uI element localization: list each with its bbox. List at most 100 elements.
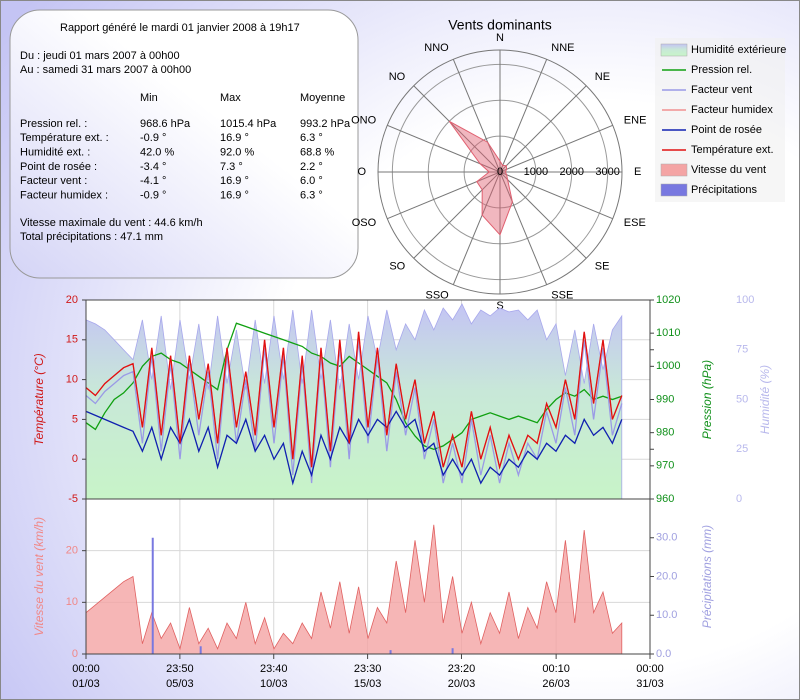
rose-spoke bbox=[499, 171, 613, 220]
x-tick-label: 00:00 bbox=[72, 663, 100, 675]
precipitation-bar bbox=[151, 537, 154, 654]
rose-spoke bbox=[413, 171, 501, 259]
row-value: -4.1 ° bbox=[140, 175, 166, 187]
row-value: 993.2 hPa bbox=[300, 118, 351, 130]
tick-label: 0 bbox=[72, 453, 78, 465]
precipitation-bar bbox=[199, 646, 202, 654]
rose-spoke bbox=[499, 85, 587, 173]
row-value: 16.9 ° bbox=[220, 132, 249, 144]
rose-spoke bbox=[452, 59, 501, 173]
row-value: 6.3 ° bbox=[300, 132, 323, 144]
direction-label: N bbox=[496, 32, 504, 44]
tick-label: 1010 bbox=[656, 327, 680, 339]
axis-title: Précipitations (mm) bbox=[700, 525, 714, 628]
x-tick-date: 10/03 bbox=[260, 678, 288, 690]
total-rain: Total précipitations : 47.1 mm bbox=[20, 231, 163, 243]
tick-label: 10 bbox=[66, 596, 78, 608]
row-value: 6.0 ° bbox=[300, 175, 323, 187]
tick-label: 30.0 bbox=[656, 532, 677, 544]
rose-polygon bbox=[448, 120, 513, 236]
tick-label: 20 bbox=[66, 294, 78, 306]
row-label: Humidité ext. : bbox=[20, 147, 90, 159]
x-tick-label: 00:10 bbox=[542, 663, 570, 675]
legend-label: Humidité extérieure bbox=[691, 44, 786, 56]
tick-label: 25 bbox=[736, 443, 748, 455]
direction-label: SE bbox=[595, 261, 610, 273]
legend-box bbox=[655, 38, 785, 202]
row-value: -3.4 ° bbox=[140, 161, 166, 173]
x-tick-label: 23:30 bbox=[354, 663, 382, 675]
direction-label: SSO bbox=[425, 290, 449, 302]
row-label: Température ext. : bbox=[20, 132, 109, 144]
direction-label: NO bbox=[389, 71, 406, 83]
direction-label: SO bbox=[389, 261, 405, 273]
x-tick-label: 00:00 bbox=[636, 663, 664, 675]
row-value: 968.6 hPa bbox=[140, 118, 191, 130]
tick-label: 75 bbox=[736, 344, 748, 356]
legend-swatch bbox=[660, 43, 688, 57]
tick-label: 20 bbox=[66, 545, 78, 557]
x-tick-label: 23:20 bbox=[448, 663, 476, 675]
x-tick-label: 23:40 bbox=[260, 663, 288, 675]
tick-label: 0.0 bbox=[656, 648, 671, 660]
x-tick-date: 05/03 bbox=[166, 678, 194, 690]
x-tick-date: 15/03 bbox=[354, 678, 382, 690]
direction-label: ESE bbox=[624, 217, 646, 229]
column-header: Moyenne bbox=[300, 92, 345, 104]
direction-label: OSO bbox=[352, 217, 377, 229]
tick-label: 5 bbox=[72, 413, 78, 425]
row-label: Facteur humidex : bbox=[20, 189, 108, 201]
direction-label: O bbox=[357, 166, 366, 178]
rose-spoke bbox=[452, 171, 501, 285]
direction-label: NE bbox=[595, 71, 610, 83]
row-label: Pression rel. : bbox=[20, 118, 87, 130]
row-label: Facteur vent : bbox=[20, 175, 87, 187]
axis-title: Pression (hPa) bbox=[700, 360, 714, 439]
legend-label: Précipitations bbox=[691, 184, 758, 196]
rose-spoke bbox=[499, 171, 587, 259]
rose-spoke bbox=[499, 59, 548, 173]
column-header: Min bbox=[140, 92, 158, 104]
tick-label: 15 bbox=[66, 334, 78, 346]
legend-label: Température ext. bbox=[691, 144, 774, 156]
axis-title: Température (°C) bbox=[32, 353, 46, 445]
rose-tick-label: 0 bbox=[497, 166, 503, 178]
row-value: -0.9 ° bbox=[140, 132, 166, 144]
legend-label: Facteur vent bbox=[691, 84, 752, 96]
tick-label: 10 bbox=[66, 374, 78, 386]
x-tick-label: 23:50 bbox=[166, 663, 194, 675]
axis-title: Humidité (%) bbox=[758, 365, 772, 434]
legend-swatch bbox=[660, 183, 688, 197]
direction-label: E bbox=[634, 166, 641, 178]
tick-label: 990 bbox=[656, 393, 674, 405]
rose-tick-label: 3000 bbox=[595, 166, 619, 178]
axis-title: Vitesse du vent (km/h) bbox=[32, 517, 46, 636]
tick-label: 0 bbox=[736, 493, 742, 505]
direction-label: S bbox=[496, 300, 503, 312]
legend-label: Vitesse du vent bbox=[691, 164, 766, 176]
tick-label: 0 bbox=[72, 648, 78, 660]
max-wind: Vitesse maximale du vent : 44.6 km/h bbox=[20, 217, 203, 229]
rose-spoke bbox=[387, 171, 501, 220]
direction-label: ONO bbox=[351, 115, 377, 127]
row-label: Point de rosée : bbox=[20, 161, 97, 173]
tick-label: 980 bbox=[656, 427, 674, 439]
tick-label: 1020 bbox=[656, 294, 680, 306]
row-value: 16.9 ° bbox=[220, 175, 249, 187]
tick-label: 10.0 bbox=[656, 609, 677, 621]
area-series bbox=[85, 524, 623, 655]
precipitation-bar bbox=[451, 648, 454, 654]
direction-label: NNO bbox=[424, 42, 449, 54]
rose-spoke bbox=[499, 171, 548, 285]
rose-title: Vents dominants bbox=[448, 17, 552, 33]
row-value: 92.0 % bbox=[220, 147, 254, 159]
rose-spoke bbox=[499, 124, 613, 173]
row-value: -0.9 ° bbox=[140, 189, 166, 201]
date-to: Au : samedi 31 mars 2007 à 00h00 bbox=[20, 64, 191, 76]
x-tick-date: 26/03 bbox=[542, 678, 570, 690]
legend-label: Facteur humidex bbox=[691, 104, 773, 116]
tick-label: 100 bbox=[736, 294, 754, 306]
direction-label: SSE bbox=[551, 290, 573, 302]
legend-label: Point de rosée bbox=[691, 124, 762, 136]
